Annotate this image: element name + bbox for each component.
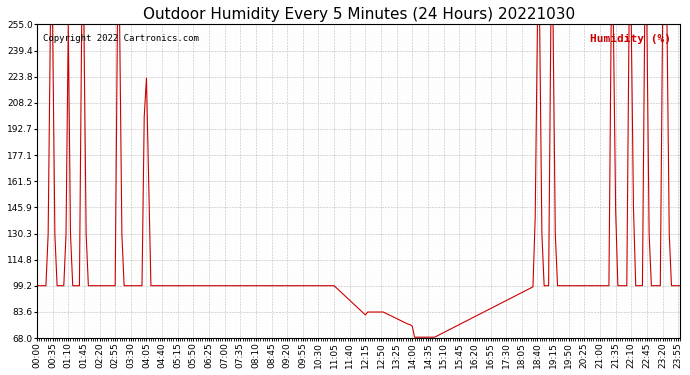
Title: Outdoor Humidity Every 5 Minutes (24 Hours) 20221030: Outdoor Humidity Every 5 Minutes (24 Hou… xyxy=(143,7,575,22)
Text: Copyright 2022 Cartronics.com: Copyright 2022 Cartronics.com xyxy=(43,34,199,43)
Text: Humidity (%): Humidity (%) xyxy=(590,34,671,44)
